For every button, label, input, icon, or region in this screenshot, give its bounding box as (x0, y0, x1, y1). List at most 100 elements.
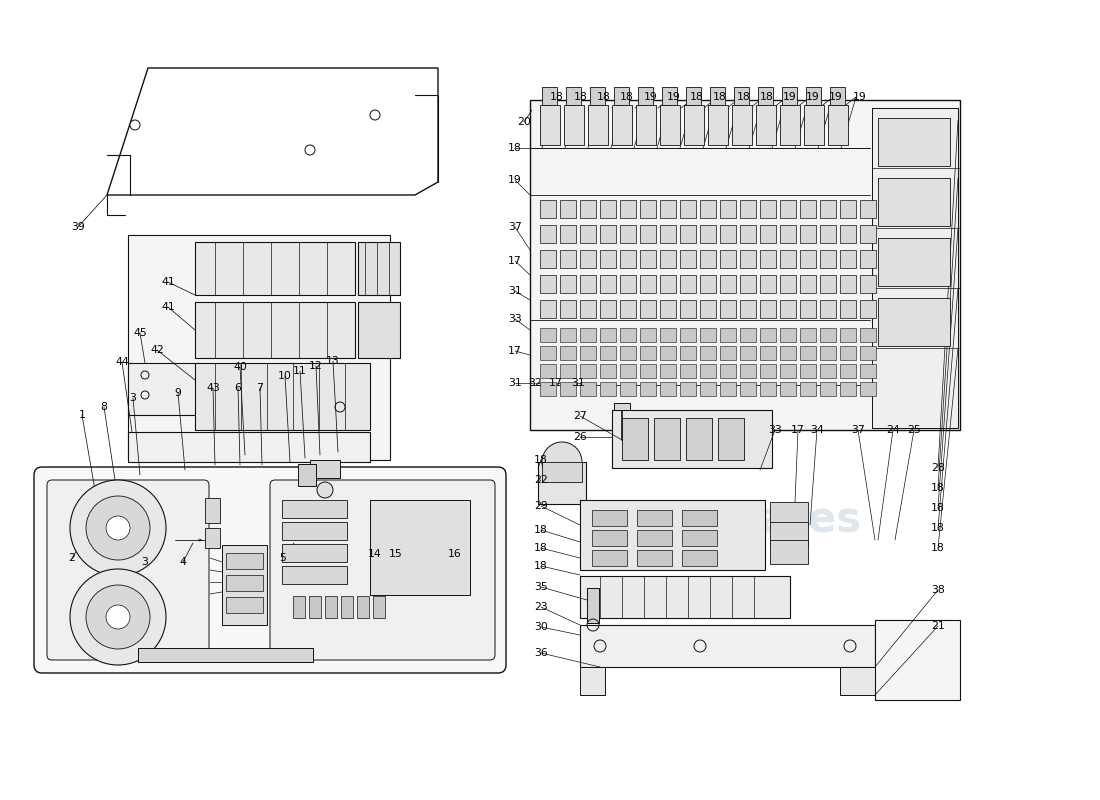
Bar (720, 200, 736, 218)
Bar (580, 275, 596, 293)
Bar (740, 328, 756, 342)
Bar (560, 200, 576, 218)
Bar (740, 364, 756, 378)
Bar (680, 382, 696, 396)
Text: 17: 17 (508, 346, 521, 356)
Bar (600, 250, 616, 268)
Text: 18: 18 (535, 455, 548, 465)
Text: 2: 2 (68, 553, 76, 563)
Text: 38: 38 (931, 585, 945, 595)
Bar (780, 250, 796, 268)
Bar (780, 105, 800, 145)
Bar (700, 250, 716, 268)
Bar (538, 462, 586, 504)
Text: 21: 21 (931, 621, 945, 631)
Polygon shape (107, 68, 438, 195)
Bar (680, 364, 696, 378)
Bar (640, 225, 656, 243)
FancyBboxPatch shape (34, 467, 506, 673)
Text: 15: 15 (389, 549, 403, 559)
Bar (621, 418, 648, 460)
Bar (600, 382, 616, 396)
Bar (800, 346, 816, 360)
Bar (740, 382, 756, 396)
Bar (654, 418, 680, 460)
Bar (660, 200, 676, 218)
Bar (820, 300, 836, 318)
Bar (800, 364, 816, 378)
Bar (760, 250, 775, 268)
Bar (800, 328, 816, 342)
Bar (720, 275, 736, 293)
Bar (720, 225, 736, 243)
Bar (700, 346, 716, 360)
Text: eurospares: eurospares (88, 499, 352, 541)
Text: 42: 42 (150, 345, 164, 355)
Bar (760, 300, 775, 318)
Bar (637, 510, 672, 526)
Bar (640, 328, 656, 342)
Bar (800, 200, 816, 218)
Bar (660, 328, 676, 342)
Polygon shape (358, 242, 400, 295)
Bar (566, 87, 581, 105)
Bar (782, 87, 797, 105)
Polygon shape (872, 108, 958, 428)
Bar (682, 530, 717, 546)
Bar (205, 528, 220, 548)
Bar (620, 250, 636, 268)
Bar (640, 346, 656, 360)
Bar (580, 576, 790, 618)
Text: 3: 3 (130, 393, 136, 403)
Bar (820, 200, 836, 218)
Bar (309, 596, 321, 618)
Bar (684, 105, 704, 145)
Text: 40: 40 (233, 362, 246, 372)
Text: 44: 44 (116, 357, 129, 367)
Bar (780, 225, 796, 243)
Bar (770, 502, 808, 526)
Bar (770, 540, 808, 564)
Bar (660, 346, 676, 360)
Polygon shape (195, 242, 355, 295)
Bar (860, 382, 876, 396)
Polygon shape (195, 363, 370, 430)
Bar (840, 300, 856, 318)
Bar (580, 328, 596, 342)
Bar (820, 346, 836, 360)
Bar (840, 328, 856, 342)
Bar (800, 300, 816, 318)
Bar (138, 648, 314, 662)
Bar (612, 410, 772, 468)
Bar (540, 250, 556, 268)
Bar (640, 250, 656, 268)
Bar (800, 250, 816, 268)
Text: 12: 12 (309, 361, 323, 371)
Bar (840, 250, 856, 268)
Text: 18: 18 (620, 92, 634, 102)
Circle shape (130, 120, 140, 130)
Bar (636, 105, 656, 145)
Bar (878, 238, 950, 286)
Bar (804, 105, 824, 145)
Bar (600, 225, 616, 243)
Circle shape (542, 442, 582, 482)
Bar (226, 553, 263, 569)
Text: 18: 18 (550, 92, 564, 102)
Text: 18: 18 (931, 543, 945, 553)
Text: 19: 19 (829, 92, 843, 102)
Bar (680, 275, 696, 293)
Bar (620, 300, 636, 318)
Bar (758, 87, 773, 105)
Text: 10: 10 (278, 371, 292, 381)
Circle shape (86, 585, 150, 649)
Bar (600, 346, 616, 360)
Text: 23: 23 (535, 602, 548, 612)
Polygon shape (128, 363, 200, 415)
Bar (542, 87, 557, 105)
Bar (680, 200, 696, 218)
Bar (370, 500, 470, 595)
Bar (540, 346, 556, 360)
Bar (680, 225, 696, 243)
Text: 17: 17 (791, 425, 805, 435)
